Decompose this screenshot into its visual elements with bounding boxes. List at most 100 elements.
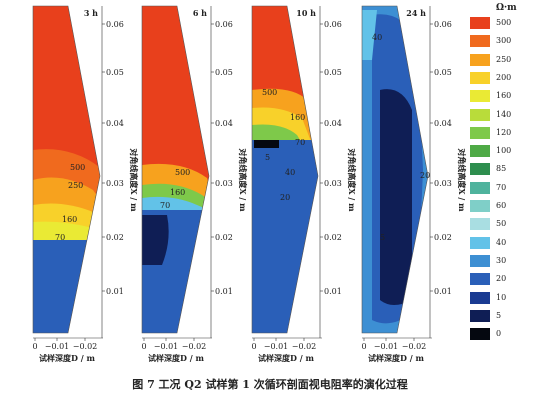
legend-label: 50: [496, 219, 507, 229]
panel-3: 500 160 70 40 20 5 10 h 0.06 0.05 0.04 0.03 0.02 0.0…: [251, 5, 357, 363]
x-tick-label: −0.01: [264, 342, 289, 351]
x-tick-label: −0.02: [73, 342, 98, 351]
y-tick-label: 0.01: [324, 287, 342, 296]
contour-label: 160: [62, 215, 77, 224]
y-tick-label: 0.02: [324, 233, 342, 242]
y-tick-label: 0.03: [324, 179, 342, 188]
y-tick-label: 0.05: [324, 68, 342, 77]
legend-label: 5: [496, 310, 502, 320]
legend-label: 30: [496, 255, 507, 265]
y-tick-label: 0.06: [215, 20, 233, 29]
panel-4: 40 20 5 24 h 0.06 0.05 0.04 0.03 0.02 0.01 对角线高度X …: [361, 5, 467, 363]
x-tick-label: 0: [251, 342, 256, 351]
panel-outline: [251, 5, 319, 334]
x-tick-label: −0.02: [292, 342, 317, 351]
x-axis-title: 试样深度D / m: [148, 353, 204, 363]
legend-swatch: [470, 126, 490, 139]
contour-label: 250: [68, 181, 83, 190]
contour-label: 160: [290, 113, 305, 122]
y-tick-label: 0.01: [106, 287, 124, 296]
legend-label: 20: [496, 274, 507, 284]
y-tick-label: 0.06: [324, 20, 342, 29]
y-tick-label: 0.04: [106, 119, 124, 128]
y-tick-label: 0.06: [106, 20, 124, 29]
x-tick-label: −0.02: [402, 342, 427, 351]
legend-label: 60: [496, 201, 507, 210]
contour-label: 70: [160, 201, 170, 210]
contour-label: 5: [380, 233, 385, 242]
y-tick-label: 0.03: [434, 179, 452, 188]
contour-label: 70: [55, 233, 65, 242]
legend-label: 70: [496, 182, 507, 192]
legend-label: 120: [496, 127, 512, 137]
y-axis-title: 对角线高度X / m: [238, 148, 248, 212]
contour-label: 40: [372, 33, 382, 42]
contour-label: 500: [70, 163, 85, 172]
x-tick-label: −0.02: [182, 342, 207, 351]
y-tick-label: 0.01: [434, 287, 452, 296]
figure-caption: 图 7 工况 Q2 试样第 1 次循环剖面视电阻率的演化过程: [132, 378, 408, 391]
contour-label: 160: [170, 188, 185, 197]
y-tick-label: 0.03: [106, 179, 124, 188]
legend-label: 10: [496, 292, 507, 302]
panel-time-label: 3 h: [84, 8, 98, 18]
legend-label: 85: [496, 164, 507, 174]
legend-swatch: [470, 71, 490, 84]
legend-swatch: [470, 163, 490, 176]
region-20: [33, 240, 100, 333]
y-axis-title: 对角线高度X / m: [347, 148, 357, 212]
legend-label: 100: [496, 146, 512, 156]
legend-swatch: [470, 236, 490, 249]
y-axis-title: 对角线高度X / m: [129, 148, 139, 212]
legend-swatch: [470, 90, 490, 103]
y-tick-label: 0.02: [434, 233, 452, 242]
legend-swatch: [470, 145, 490, 158]
legend-swatch: [470, 309, 490, 322]
y-tick-label: 0.05: [106, 68, 124, 77]
x-tick-label: −0.01: [45, 342, 70, 351]
contour-label: 500: [175, 168, 190, 177]
contour-label: 5: [265, 153, 270, 162]
legend-unit: Ω·m: [496, 3, 517, 13]
y-tick-label: 0.04: [324, 119, 342, 128]
contour-field: [362, 6, 428, 333]
panel-time-label: 24 h: [406, 8, 426, 18]
legend-label: 200: [496, 72, 512, 82]
legend-label: 140: [496, 109, 512, 119]
legend-label: 250: [496, 54, 512, 64]
y-tick-label: 0.02: [106, 233, 124, 242]
panel-outline: [32, 5, 101, 334]
y-tick-label: 0.04: [215, 119, 233, 128]
x-tick-label: 0: [361, 342, 366, 351]
contour-field: [33, 6, 100, 333]
contour-label: 40: [285, 168, 295, 177]
legend-swatch: [470, 108, 490, 121]
y-tick-label: 0.05: [434, 68, 452, 77]
contour-label: 20: [420, 171, 430, 180]
contour-label: 70: [295, 138, 305, 147]
legend-label: 500: [496, 18, 512, 27]
x-tick-label: 0: [141, 342, 146, 351]
region-0: [254, 140, 279, 148]
legend-swatch: [470, 273, 490, 286]
legend-label: 0: [496, 329, 502, 339]
legend-swatch: [470, 328, 490, 341]
region-5: [142, 215, 169, 265]
legend-swatch: [470, 53, 490, 66]
panel-outline: [141, 5, 210, 334]
legend-swatch: [470, 218, 490, 231]
x-tick-label: −0.01: [374, 342, 399, 351]
panel-time-label: 6 h: [193, 8, 207, 18]
legend-swatch: [470, 181, 490, 194]
region-40: [362, 10, 377, 60]
legend-swatch: [470, 291, 490, 304]
y-axis-title: 对角线高度X / m: [457, 148, 467, 212]
x-tick-label: −0.01: [154, 342, 179, 351]
x-axis-title: 试样深度D / m: [258, 353, 314, 363]
panel-outline: [361, 5, 429, 334]
legend-swatch: [470, 17, 490, 29]
region-5: [380, 89, 412, 306]
y-tick-label: 0.05: [215, 68, 233, 77]
